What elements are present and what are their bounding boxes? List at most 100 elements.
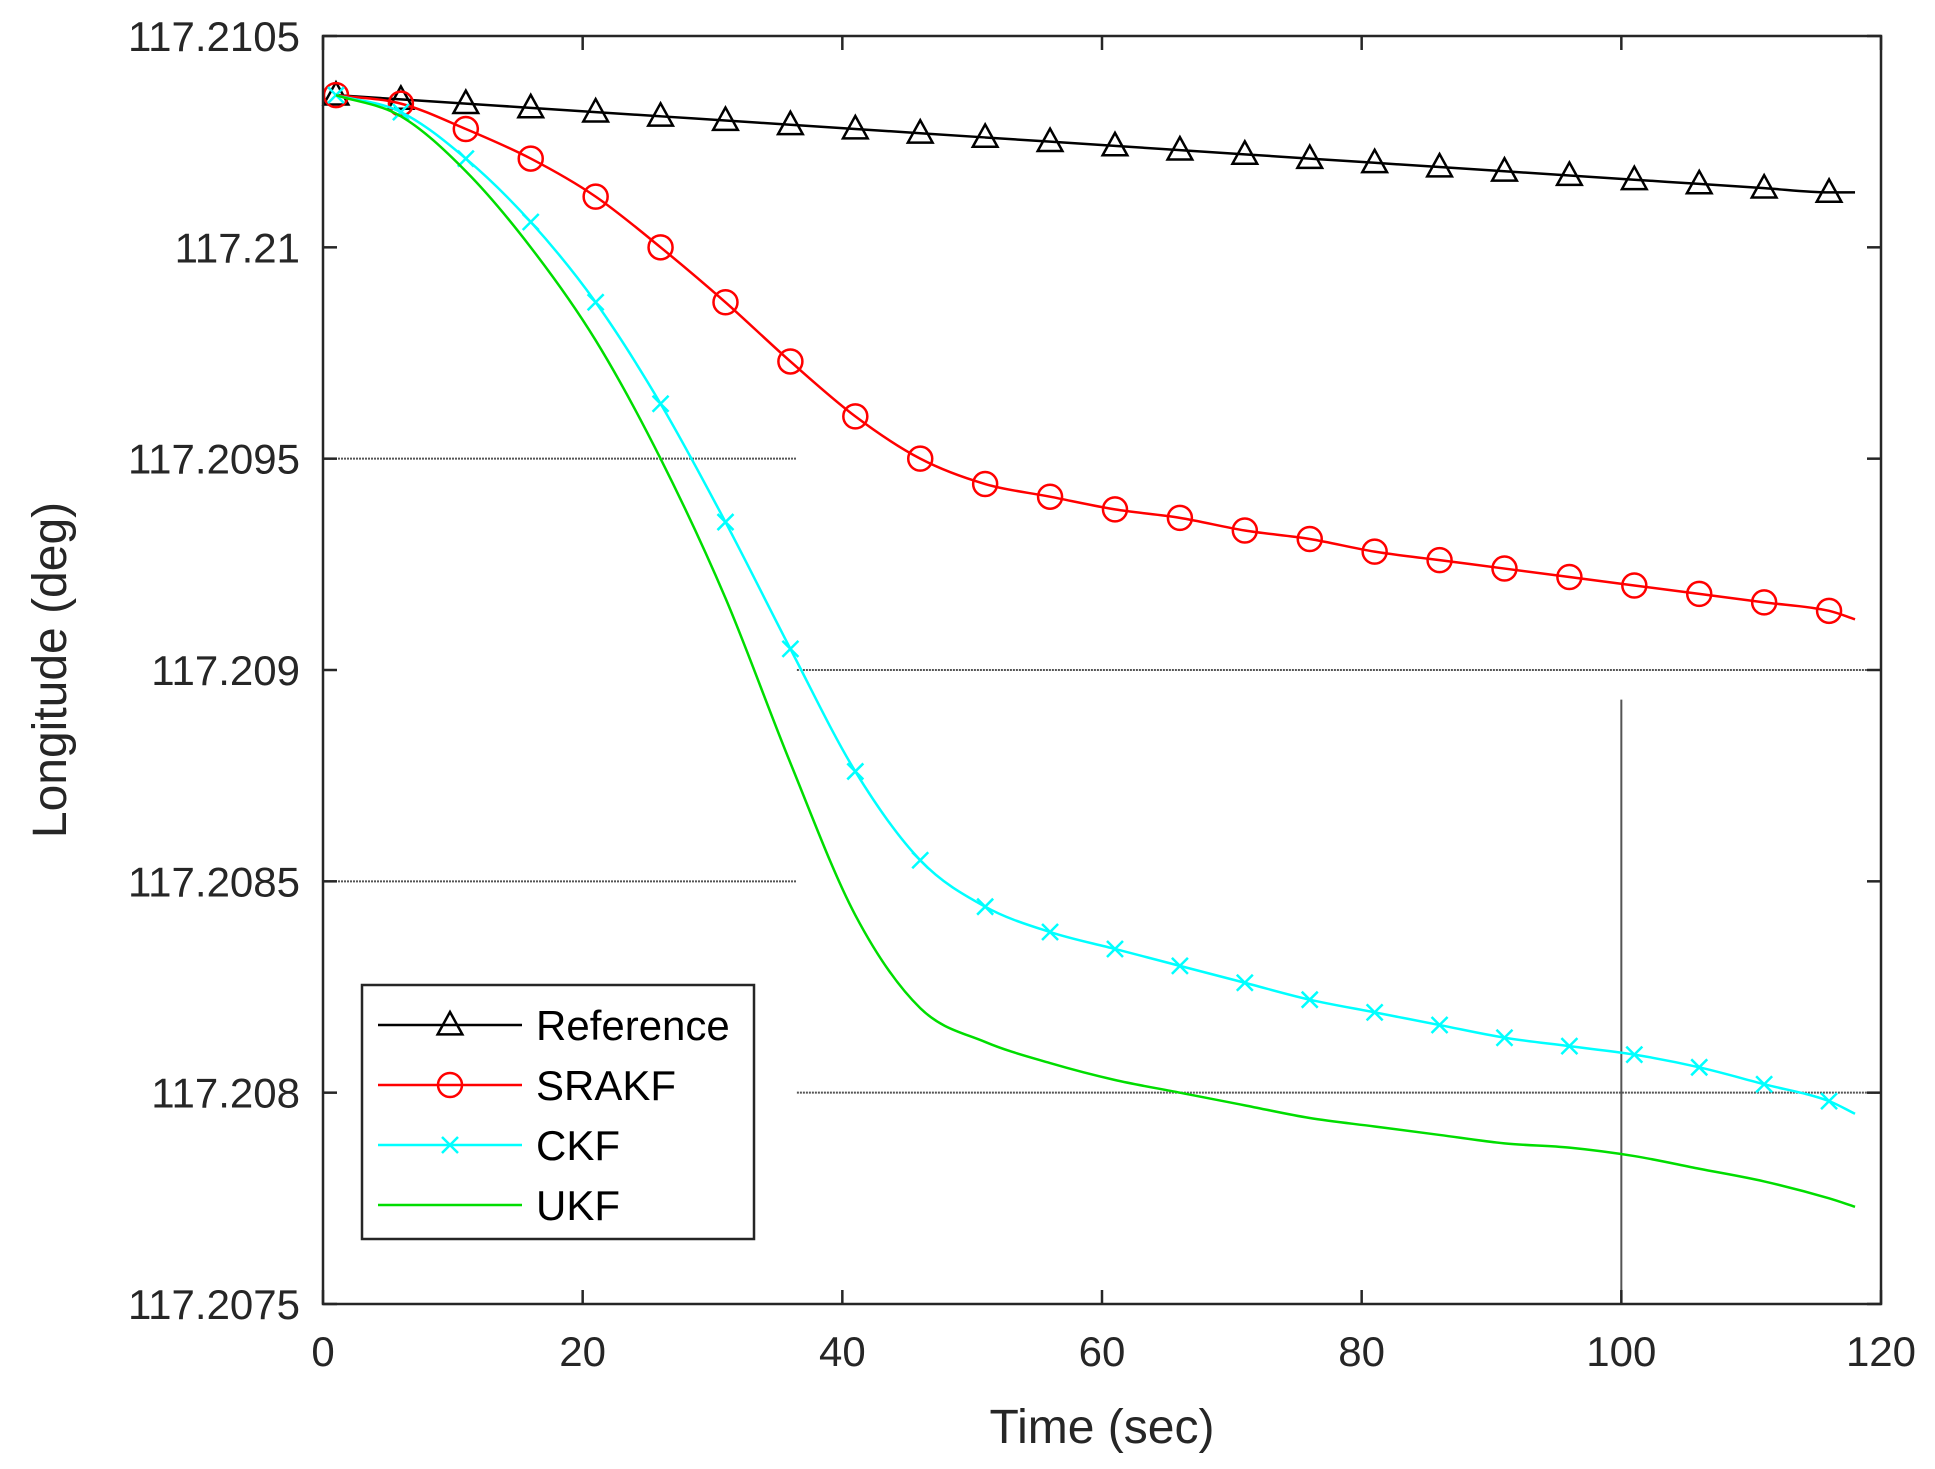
reference-lines xyxy=(323,457,1881,1304)
marker-ckf-6 xyxy=(651,394,670,413)
marker-srakf-17 xyxy=(1361,538,1388,565)
y-tick-label-4: 117.2095 xyxy=(128,436,300,483)
marker-ckf-9 xyxy=(846,762,865,781)
marker-ckf-21 xyxy=(1625,1045,1644,1064)
marker-reference-5 xyxy=(581,96,611,123)
marker-srakf-21 xyxy=(1621,572,1648,599)
marker-srakf-12 xyxy=(1036,483,1064,510)
marker-ckf-7 xyxy=(716,513,735,531)
marker-srakf-14 xyxy=(1166,504,1194,532)
legend-label-srakf: SRAKF xyxy=(536,1062,676,1109)
marker-reference-7 xyxy=(711,104,740,132)
marker-reference-13 xyxy=(1100,130,1130,157)
legend-item-ckf: CKF xyxy=(378,1122,620,1169)
marker-reference-14 xyxy=(1165,134,1195,161)
marker-ckf-3 xyxy=(456,149,475,168)
legend-item-ukf: UKF xyxy=(378,1182,620,1229)
legend: Reference SRAKF CKF UKF xyxy=(360,983,756,1241)
marker-reference-12 xyxy=(1035,126,1065,153)
marker-ckf-10 xyxy=(911,851,930,870)
series-ukf xyxy=(335,93,1856,1208)
marker-reference-18 xyxy=(1425,151,1455,178)
marker-srakf-7 xyxy=(712,289,739,316)
x-tick-label-6: 120 xyxy=(1846,1328,1916,1375)
legend-label-ckf: CKF xyxy=(536,1122,620,1169)
marker-reference-6 xyxy=(646,100,676,127)
marker-srakf-19 xyxy=(1491,555,1518,582)
x-tick-label-1: 20 xyxy=(559,1328,606,1375)
marker-reference-11 xyxy=(970,121,1000,149)
legend-marker-srakf xyxy=(436,1071,464,1099)
y-tick-label-3: 117.209 xyxy=(151,647,300,694)
marker-srakf-15 xyxy=(1231,517,1259,544)
marker-reference-17 xyxy=(1360,147,1390,174)
series-line-reference xyxy=(335,93,1856,194)
marker-reference-24 xyxy=(1814,176,1844,203)
ticks-layer: 0 20 40 60 80 100 120 117.2075 117.208 117.2085 11… xyxy=(128,13,1916,1375)
marker-reference-22 xyxy=(1684,168,1714,195)
marker-ckf-19 xyxy=(1495,1028,1514,1047)
series-layer xyxy=(321,79,1856,1208)
marker-reference-8 xyxy=(775,109,805,136)
marker-reference-1 xyxy=(321,79,351,106)
marker-ckf-15 xyxy=(1235,973,1254,992)
marker-reference-3 xyxy=(451,88,481,115)
x-tick-label-4: 80 xyxy=(1338,1328,1385,1375)
marker-ckf-17 xyxy=(1365,1003,1384,1022)
marker-ckf-14 xyxy=(1171,956,1189,975)
marker-srakf-5 xyxy=(582,183,609,210)
marker-ckf-2 xyxy=(392,103,410,121)
marker-reference-23 xyxy=(1749,172,1779,199)
x-tick-label-2: 40 xyxy=(819,1328,866,1375)
marker-srakf-9 xyxy=(842,403,869,430)
x-axis-title: Time (sec) xyxy=(990,1401,1215,1454)
x-tick-label-5: 100 xyxy=(1586,1328,1656,1375)
marker-ckf-12 xyxy=(1041,923,1059,941)
marker-srakf-11 xyxy=(971,470,999,498)
marker-reference-20 xyxy=(1554,159,1584,187)
y-tick-label-6: 117.2105 xyxy=(128,13,300,60)
series-line-ukf xyxy=(335,93,1856,1208)
marker-srakf-3 xyxy=(452,115,480,143)
marker-ckf-24 xyxy=(1820,1092,1838,1111)
marker-reference-9 xyxy=(840,113,870,140)
marker-reference-16 xyxy=(1295,142,1325,170)
legend-label-reference: Reference xyxy=(536,1002,730,1049)
marker-ckf-5 xyxy=(586,293,605,312)
marker-reference-4 xyxy=(516,92,546,119)
marker-reference-19 xyxy=(1490,155,1519,182)
marker-srakf-13 xyxy=(1101,496,1129,523)
marker-ckf-11 xyxy=(976,897,995,916)
marker-reference-15 xyxy=(1230,138,1260,165)
marker-reference-2 xyxy=(386,83,416,111)
marker-srakf-20 xyxy=(1556,563,1583,591)
y-tick-label-5: 117.21 xyxy=(175,224,300,271)
marker-ckf-18 xyxy=(1430,1016,1449,1034)
marker-ckf-20 xyxy=(1560,1037,1579,1056)
y-tick-label-2: 117.2085 xyxy=(128,858,300,905)
y-axis-title: Longitude (deg) xyxy=(24,502,77,838)
marker-ckf-22 xyxy=(1690,1058,1709,1077)
marker-srakf-8 xyxy=(777,348,804,375)
marker-srakf-22 xyxy=(1685,580,1713,608)
x-tick-label-3: 60 xyxy=(1079,1328,1126,1375)
marker-reference-21 xyxy=(1619,164,1649,191)
marker-ckf-23 xyxy=(1755,1075,1774,1094)
marker-srakf-10 xyxy=(906,445,934,472)
marker-srakf-6 xyxy=(647,234,674,261)
marker-ckf-13 xyxy=(1106,940,1124,958)
legend-marker-reference xyxy=(435,1009,465,1036)
legend-marker-ckf xyxy=(441,1136,459,1154)
legend-box xyxy=(360,983,756,1241)
legend-item-srakf: SRAKF xyxy=(378,1062,676,1109)
marker-srakf-24 xyxy=(1815,597,1843,625)
legend-item-reference: Reference xyxy=(378,1002,730,1049)
marker-srakf-16 xyxy=(1296,525,1323,553)
marker-srakf-18 xyxy=(1426,546,1453,574)
legend-label-ukf: UKF xyxy=(536,1182,620,1229)
x-tick-label-0: 0 xyxy=(311,1328,334,1375)
marker-srakf-4 xyxy=(517,145,544,172)
series-reference xyxy=(321,79,1856,203)
series-srakf xyxy=(322,81,1856,625)
